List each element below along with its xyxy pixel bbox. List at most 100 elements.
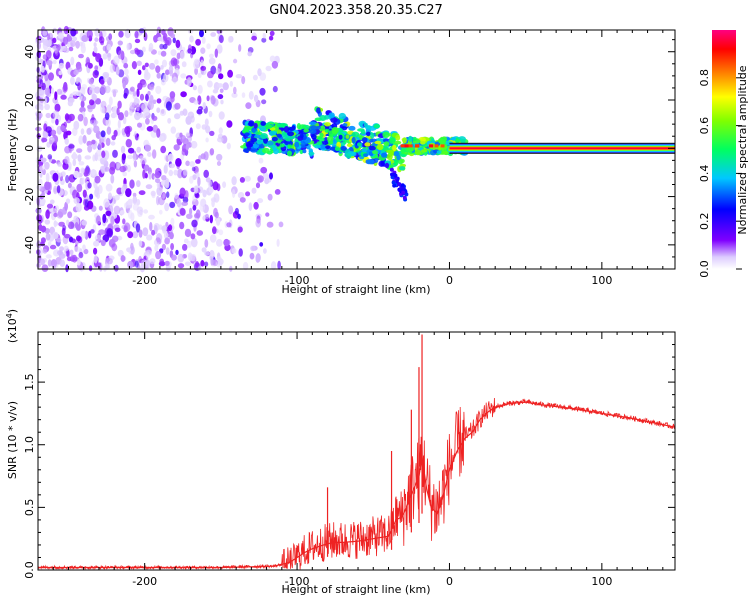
spectrogram-noise-cell: [217, 136, 224, 143]
spectrogram-noise-cell: [88, 78, 94, 85]
spectrogram-band-cell: [392, 144, 397, 152]
spectrogram-noise-cell: [204, 239, 209, 248]
spectrogram-noise-cell: [46, 60, 53, 66]
spectrogram-band-cell: [408, 135, 413, 143]
spectrogram-noise-cell: [156, 181, 161, 189]
spectrogram-noise-cell: [276, 238, 280, 247]
spectrogram-noise-cell: [260, 166, 268, 174]
spectrogram-band-cell: [346, 143, 353, 148]
spectrogram-noise-cell: [165, 69, 170, 75]
spectrogram-noise-cell: [229, 80, 233, 87]
spectrogram-noise-cell: [41, 264, 49, 273]
spectrogram-noise-cell: [81, 84, 88, 90]
spectrogram-noise-cell: [208, 53, 214, 59]
spectrogram-noise-cell: [89, 99, 95, 106]
spectrogram-band-cell: [276, 123, 285, 128]
spectrogram-band-cell: [442, 150, 449, 155]
spectrogram-noise-cell: [142, 65, 146, 71]
spectrogram-noise-cell: [165, 162, 170, 168]
spectrogram-noise-cell: [231, 92, 238, 98]
spectrogram-noise-cell: [206, 43, 211, 50]
spectrogram-noise-cell: [64, 233, 71, 239]
spectrogram-noise-cell: [152, 99, 157, 105]
spectrogram-noise-cell: [151, 115, 158, 121]
spectrogram-noise-cell: [195, 159, 201, 164]
spectrogram-tail-cell: [389, 167, 394, 172]
spectrogram-y-label: Frequency (Hz): [6, 109, 19, 192]
spectrogram-noise-cell: [164, 180, 170, 189]
spectrogram-noise-cell: [114, 227, 121, 233]
spectrogram-noise-cell: [43, 96, 48, 105]
spectrogram-noise-cell: [175, 249, 179, 256]
spectrogram-noise-cell: [64, 137, 69, 145]
spectrogram-noise-cell: [53, 220, 57, 228]
spectrogram-noise-cell: [218, 73, 224, 80]
spectrogram-noise-cell: [266, 221, 274, 228]
spectrogram-noise-cell: [214, 48, 218, 58]
spectrogram-noise-cell: [47, 154, 53, 160]
spectrogram-noise-cell: [209, 130, 215, 136]
spectrogram-noise-cell: [94, 65, 99, 71]
spectrogram-noise-cell: [179, 221, 185, 230]
spectrogram-noise-cell: [155, 178, 161, 184]
spectrogram-noise-cell: [136, 88, 140, 97]
spectrogram-band-cell: [351, 131, 360, 138]
spectrogram-band-cell: [324, 122, 331, 127]
spectrogram-noise-cell: [111, 243, 118, 252]
spectrogram-band-cell: [382, 131, 390, 138]
spectrogram-band-cell: [250, 137, 258, 142]
spectrogram-hot-cell: [415, 144, 420, 148]
x-tick-label: 100: [591, 274, 612, 287]
spectrogram-noise-cell: [175, 39, 181, 49]
spectrogram-noise-cell: [154, 244, 159, 252]
spectrogram-noise-cell: [50, 159, 57, 164]
spectrogram-noise-cell: [52, 231, 59, 240]
spectrogram-noise-cell: [106, 104, 112, 114]
spectrogram-noise-cell: [226, 120, 233, 128]
spectrogram-noise-cell: [195, 38, 202, 46]
spectrogram-noise-cell: [59, 171, 66, 177]
spectrogram-noise-cell: [59, 246, 65, 252]
spectrogram-noise-cell: [127, 231, 134, 239]
spectrogram-noise-cell: [204, 261, 209, 267]
spectrogram-noise-cell: [216, 256, 222, 262]
spectrogram-noise-cell: [180, 91, 187, 98]
spectrogram-noise-cell: [233, 86, 237, 95]
spectrogram-noise-cell: [105, 183, 113, 192]
spectrogram-noise-cell: [80, 167, 85, 174]
spectrogram-noise-cell: [58, 253, 66, 259]
spectrogram-noise-cell: [98, 229, 106, 235]
spectrogram-noise-cell: [63, 131, 68, 140]
spectrogram-band-cell: [348, 125, 356, 131]
spectrogram-band-cell: [393, 159, 399, 166]
spectrogram-band-cell: [308, 129, 317, 134]
spectrogram-band-cell: [367, 159, 375, 165]
spectrogram-noise-cell: [213, 193, 220, 203]
spectrogram-noise-cell: [227, 69, 234, 78]
spectrogram-noise-cell: [204, 251, 210, 256]
spectrogram-noise-cell: [46, 33, 51, 41]
spectrogram-noise-cell: [132, 203, 139, 211]
spectrogram-band-cell: [361, 137, 368, 143]
spectrogram-noise-cell: [89, 193, 94, 200]
spectrogram-noise-cell: [81, 35, 89, 42]
spectrogram-band-cell: [316, 125, 321, 130]
spectrogram-noise-cell: [106, 229, 113, 237]
spectrogram-noise-cell: [78, 135, 84, 145]
spectrogram-noise-cell: [122, 80, 126, 90]
spectrogram-noise-cell: [269, 55, 276, 63]
spectrogram-noise-cell: [264, 178, 270, 185]
spectrogram-noise-cell: [140, 259, 148, 268]
spectrogram-noise-cell: [259, 242, 264, 247]
spectrogram-band-cell: [332, 128, 338, 135]
spectrogram-noise-cell: [81, 177, 85, 185]
spectrogram-noise-cell: [205, 125, 211, 134]
spectrogram-noise-cell: [150, 49, 157, 55]
spectrogram-noise-cell: [39, 90, 46, 95]
spectrogram-noise-cell: [52, 141, 58, 147]
spectrogram-noise-cell: [165, 101, 172, 111]
spectrogram-noise-cell: [148, 214, 155, 220]
spectrogram-band-cell: [366, 131, 371, 137]
spectrogram-noise-cell: [44, 87, 51, 96]
spectrogram-noise-cell: [156, 72, 161, 79]
